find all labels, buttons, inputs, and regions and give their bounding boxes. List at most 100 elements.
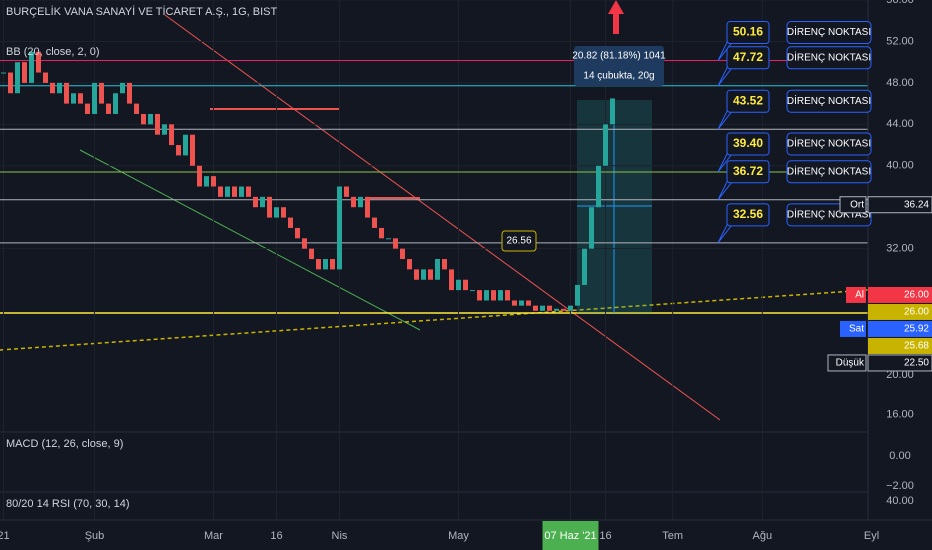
measure-label: 14 çubukta, 20g bbox=[583, 71, 654, 82]
level-label-box bbox=[786, 46, 872, 70]
candle bbox=[505, 290, 510, 301]
x-tick-highlight-box bbox=[542, 521, 599, 550]
candle bbox=[526, 300, 531, 306]
price-axis bbox=[868, 0, 932, 520]
candle bbox=[239, 186, 244, 197]
candle bbox=[71, 93, 76, 104]
candle bbox=[57, 82, 62, 94]
price-label-name-box bbox=[846, 286, 866, 303]
candle bbox=[176, 145, 181, 156]
measure-label-box bbox=[574, 46, 664, 86]
candle bbox=[260, 196, 265, 208]
price-label-value: 25.92 bbox=[904, 324, 929, 335]
candle bbox=[134, 103, 139, 114]
candle bbox=[547, 305, 552, 311]
candle bbox=[435, 259, 440, 280]
level-label: DİRENÇ NOKTASI bbox=[787, 164, 871, 177]
x-tick-label: 16 bbox=[270, 530, 282, 542]
candle bbox=[190, 134, 195, 166]
candle bbox=[302, 238, 307, 249]
price-label-box bbox=[868, 337, 932, 354]
candle bbox=[561, 308, 566, 311]
candle bbox=[64, 82, 69, 104]
candle bbox=[365, 196, 370, 218]
candle bbox=[575, 284, 580, 306]
level-label-box bbox=[786, 160, 872, 184]
candle bbox=[120, 82, 125, 94]
candle bbox=[288, 217, 293, 228]
y-tick-label: 44.00 bbox=[886, 118, 914, 130]
candle bbox=[50, 82, 55, 94]
callout-pointer bbox=[717, 222, 733, 244]
price-label-value: 26.00 bbox=[904, 307, 929, 318]
candle bbox=[113, 93, 118, 114]
measure-label: 20.82 (81.18%) 1041 bbox=[572, 51, 666, 62]
note: 26.56 bbox=[506, 236, 531, 247]
candle bbox=[15, 62, 20, 94]
candle bbox=[470, 290, 475, 292]
candle bbox=[85, 103, 90, 114]
candle bbox=[99, 82, 104, 104]
callout-pointer bbox=[717, 65, 733, 87]
level-label: DİRENÇ NOKTASI bbox=[787, 94, 871, 107]
candle bbox=[330, 259, 335, 270]
price-label-value: 26.00 bbox=[904, 290, 929, 301]
price-label-value: 36.24 bbox=[904, 199, 929, 210]
candle bbox=[491, 290, 496, 301]
y-tick-label: 40.00 bbox=[886, 160, 914, 172]
price-label-name: Düşük bbox=[836, 358, 865, 369]
x-tick-label: May bbox=[448, 530, 469, 542]
candle bbox=[414, 269, 419, 280]
level-value-label: 50.16 bbox=[733, 25, 763, 39]
candle bbox=[141, 113, 146, 125]
pane-tick-label: −2.00 bbox=[886, 480, 914, 492]
pane-tick-label: 0.00 bbox=[889, 450, 910, 462]
trend-line bbox=[79, 149, 421, 331]
pane-tick-label: 16.00 bbox=[886, 408, 914, 420]
pane-tick-label: 40.00 bbox=[886, 495, 914, 507]
y-tick-label: 48.00 bbox=[886, 77, 914, 89]
level-label: DİRENÇ NOKTASI bbox=[787, 25, 871, 38]
x-tick-label: Nis bbox=[332, 530, 348, 542]
price-label-name-box bbox=[840, 320, 866, 337]
y-tick-label: 56.00 bbox=[886, 0, 914, 6]
candle bbox=[351, 196, 356, 208]
price-label-name: Sat bbox=[849, 324, 864, 335]
candle bbox=[267, 196, 272, 218]
candle bbox=[533, 305, 538, 311]
candle bbox=[407, 259, 412, 270]
candle bbox=[253, 196, 258, 208]
level-value-box bbox=[726, 160, 770, 184]
candle bbox=[78, 93, 83, 104]
price-label-value: 25.68 bbox=[904, 341, 929, 352]
callout-pointer bbox=[717, 179, 733, 201]
candle bbox=[309, 248, 314, 260]
indicator-title: BB (20, close, 2, 0) bbox=[6, 46, 100, 58]
candle bbox=[295, 227, 300, 239]
candle bbox=[512, 300, 517, 306]
candle bbox=[554, 308, 559, 311]
candle bbox=[1, 72, 6, 74]
pane-title: MACD (12, 26, close, 9) bbox=[6, 438, 123, 450]
price-label-box bbox=[867, 354, 932, 372]
candle bbox=[316, 259, 321, 270]
level-value-label: 43.52 bbox=[733, 93, 763, 107]
price-label-box bbox=[868, 320, 932, 337]
price-label-box bbox=[868, 286, 932, 303]
candle bbox=[540, 305, 545, 311]
price-label-name-box bbox=[827, 354, 867, 372]
candle bbox=[582, 248, 587, 285]
candle bbox=[596, 165, 601, 208]
price-label-value: 22.50 bbox=[904, 358, 929, 369]
candle bbox=[463, 279, 468, 291]
price-label-box bbox=[867, 196, 932, 214]
y-tick-label: 32.00 bbox=[886, 243, 914, 255]
candle bbox=[477, 290, 482, 301]
level-value-box bbox=[726, 21, 770, 45]
chart-title: BURÇELİK VANA SANAYİ VE TİCARET A.Ş., 1G… bbox=[6, 5, 277, 18]
level-value-label: 47.72 bbox=[733, 50, 763, 64]
candle bbox=[8, 72, 13, 94]
candle bbox=[127, 82, 132, 104]
x-tick-label: Tem bbox=[662, 530, 683, 542]
